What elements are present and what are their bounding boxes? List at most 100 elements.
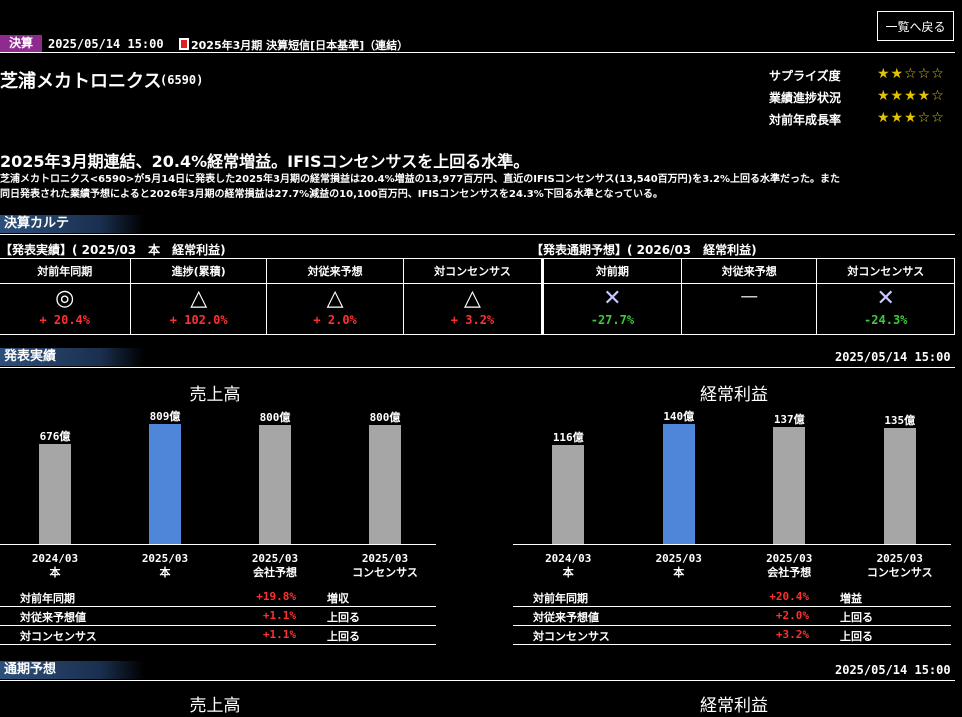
chart-bar (39, 444, 71, 544)
metric-name: 対コンセンサス (533, 630, 610, 643)
karte-cell: △ + 102.0% (130, 283, 267, 335)
x-axis-sublabel: 本 (159, 566, 171, 579)
metric-row: 対前年同期 +20.4% 増益 (513, 588, 951, 607)
karte-cell: － (681, 283, 818, 335)
chart-bar (259, 425, 291, 544)
metric-value: +1.1% (262, 609, 296, 622)
chart-axis (513, 544, 951, 545)
bar-value-label: 809億 (149, 410, 181, 423)
forecast-section-title: 通期予想 (0, 661, 144, 679)
karte-left-caption: 【発表実績】( 2025/03 本 経常利益) (0, 243, 226, 257)
announce-datetime: 2025/05/14 15:00 (48, 37, 164, 51)
metric-row: 対前年同期 +19.8% 増収 (0, 588, 436, 607)
karte-right-caption: 【発表通期予想】( 2026/03 経常利益) (531, 243, 757, 257)
rating-stars: ★★★☆☆ (877, 110, 945, 126)
karte-table: 対前年同期 進捗(累積) 対従来予想 対コンセンサス 対前期 対従来予想 対コン… (0, 258, 955, 335)
cross-icon: ✕ (603, 286, 622, 311)
x-axis-label: 2025/03 (766, 552, 813, 565)
header-divider (0, 52, 955, 53)
metric-note: 上回る (327, 611, 360, 624)
document-link[interactable]: 2025年3月期 決算短信[日本基準]（連結） (191, 39, 409, 52)
chart-title: 売上高 (189, 385, 241, 405)
chart-bar (662, 424, 695, 544)
sales-chart: 売上高 676億 2024/03 本 809億 2025/03 本 800億 2025/03 会… (0, 370, 440, 650)
metric-value: +1.1% (262, 628, 296, 641)
x-axis-sublabel: 会社予想 (253, 566, 297, 579)
x-axis-label: 2025/03 (655, 552, 702, 565)
chart-axis (0, 544, 436, 545)
rating-row: 対前年成長率 ★★★☆☆ (769, 110, 959, 132)
karte-value: + 3.2% (450, 313, 495, 327)
karte-header: 対従来予想 (265, 258, 405, 284)
bar-value-label: 800億 (369, 411, 401, 424)
metric-value: +3.2% (775, 628, 809, 641)
triangle-icon: △ (190, 286, 208, 311)
headline: 2025年3月期連結、20.4%経常増益。IFISコンセンサスを上回る水準。 (0, 152, 530, 171)
metric-name: 対コンセンサス (20, 630, 97, 643)
x-axis-sublabel: 本 (562, 566, 574, 579)
bar-value-label: 800億 (259, 411, 291, 424)
karte-header: 対コンセンサス (816, 258, 955, 284)
rating-stars: ★★★★☆ (877, 88, 945, 104)
ratings-panel: サプライズ度 ★★☆☆☆ 業績進捗状況 ★★★★☆ 対前年成長率 ★★★☆☆ (769, 66, 959, 132)
metric-value: +19.8% (256, 590, 296, 603)
back-to-list-button[interactable]: 一覧へ戻る (877, 11, 954, 41)
karte-header: 対従来予想 (681, 258, 818, 284)
x-axis-sublabel: 本 (49, 566, 61, 579)
karte-value: + 20.4% (39, 313, 91, 327)
karte-value: -27.7% (590, 313, 635, 327)
rating-label: サプライズ度 (769, 69, 841, 83)
summary-line-2: 同日発表された業績予想によると2026年3月期の経常損益は27.7%減益の10,… (0, 189, 663, 200)
x-axis-sublabel: 会社予想 (767, 566, 812, 579)
karte-cell: ◎ + 20.4% (0, 283, 132, 335)
karte-header: 対前期 (541, 258, 683, 284)
chart-bar (883, 428, 916, 544)
results-section-title: 発表実績 (0, 348, 144, 366)
x-axis-sublabel: コンセンサス (352, 566, 418, 579)
triangle-icon: △ (464, 286, 481, 311)
metric-note: 増収 (327, 592, 349, 605)
section-divider (0, 367, 955, 368)
metric-row: 対コンセンサス +1.1% 上回る (0, 626, 436, 645)
company-name: 芝浦メカトロニクス (0, 71, 162, 92)
forecast-chart-title: 売上高 (189, 696, 241, 716)
section-divider (0, 234, 955, 235)
x-axis-label: 2025/03 (141, 552, 189, 565)
dash-icon: － (738, 286, 761, 311)
triangle-icon: △ (326, 286, 344, 311)
metric-note: 上回る (840, 611, 873, 624)
karte-cell: △ + 3.2% (403, 283, 544, 335)
x-axis-label: 2024/03 (31, 552, 79, 565)
bar-value-label: 137億 (773, 413, 805, 426)
bar-value-label: 140億 (663, 410, 695, 423)
metric-name: 対前年同期 (20, 592, 75, 605)
x-axis-label: 2024/03 (545, 552, 592, 565)
bar-value-label: 116億 (552, 431, 584, 444)
karte-header: 対コンセンサス (403, 258, 544, 284)
metric-name: 対従来予想値 (20, 611, 86, 624)
results-datetime: 2025/05/14 15:00 (835, 350, 951, 364)
chart-bar (149, 424, 181, 544)
double-circle-icon: ◎ (55, 286, 75, 311)
chart-bar (773, 427, 806, 544)
rating-label: 業績進捗状況 (769, 91, 842, 105)
rating-stars: ★★☆☆☆ (877, 66, 945, 82)
pdf-icon[interactable] (179, 38, 189, 50)
rating-label: 対前年成長率 (769, 113, 842, 127)
metric-note: 上回る (840, 630, 873, 643)
x-axis-label: 2025/03 (361, 552, 409, 565)
metric-note: 上回る (327, 630, 360, 643)
ordinary-profit-chart: 経常利益 116億 2024/03 本 140億 2025/03 本 137億 2025/03… (513, 370, 955, 650)
metric-note: 増益 (840, 592, 862, 605)
rating-row: 業績進捗状況 ★★★★☆ (769, 88, 959, 110)
company-code: (6590) (160, 73, 204, 87)
x-axis-sublabel: コンセンサス (866, 566, 933, 579)
x-axis-label: 2025/03 (876, 552, 923, 565)
karte-value: -24.3% (864, 313, 908, 327)
summary-line-1: 芝浦メカトロニクス<6590>が5月14日に発表した2025年3月期の経常損益は… (0, 174, 840, 185)
chart-title: 経常利益 (700, 385, 768, 405)
karte-value: + 2.0% (313, 313, 357, 327)
metric-name: 対前年同期 (533, 592, 588, 605)
metric-row: 対従来予想値 +1.1% 上回る (0, 607, 436, 626)
metric-row: 対従来予想値 +2.0% 上回る (513, 607, 951, 626)
